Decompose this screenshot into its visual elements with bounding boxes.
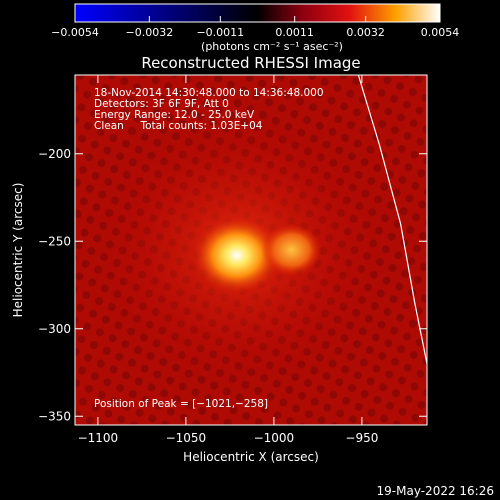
colorbar-tick-label: −0.0011 — [196, 26, 244, 39]
y-tick-label: −300 — [38, 322, 71, 336]
x-tick-label: −1000 — [254, 431, 295, 445]
colorbar-unit-label: (photons cm⁻² s⁻¹ asec⁻²) — [201, 40, 343, 53]
emission-source — [193, 217, 281, 294]
colorbar — [74, 3, 441, 23]
y-tick-label: −200 — [38, 147, 71, 161]
x-tick-label: −1050 — [166, 431, 207, 445]
emission-source — [261, 224, 322, 276]
colorbar-tick-label: 0.0011 — [275, 26, 314, 39]
x-axis-label: Heliocentric X (arcsec) — [183, 450, 319, 464]
axis-ticks: −1100 −1050 −1000 −950 −200 −250 −300 −350 — [38, 75, 427, 445]
info-line-detectors: Detectors: 3F 6F 9F, Att 0 — [94, 98, 229, 110]
colorbar-tick-label: −0.0054 — [51, 26, 99, 39]
plot-frame — [74, 74, 428, 426]
colorbar-tick-label: −0.0032 — [125, 26, 173, 39]
x-tick-label: −950 — [345, 431, 378, 445]
peak-position-text: Position of Peak = [−1021,−258] — [94, 398, 268, 410]
heatmap-image — [75, 75, 427, 425]
info-line-time: 18-Nov-2014 14:30:48.000 to 14:36:48.000 — [94, 87, 324, 99]
colorbar-ticks: −0.0054 −0.0032 −0.0011 0.0011 0.0032 0.0054 — [51, 16, 459, 39]
colorbar-tick-label: 0.0032 — [346, 26, 385, 39]
info-line-energy: Energy Range: 12.0 - 25.0 keV — [94, 109, 255, 121]
info-line-clean: Clean Total counts: 1.03E+04 — [94, 120, 263, 132]
chart-title: Reconstructed RHESSI Image — [141, 54, 360, 72]
solar-limb-line — [357, 75, 427, 364]
y-axis-label: Heliocentric Y (arcsec) — [11, 183, 25, 318]
y-tick-label: −250 — [38, 234, 71, 248]
colorbar-tick-label: 0.0054 — [421, 26, 460, 39]
footer-date: 19-May-2022 16:26 — [377, 484, 494, 498]
observation-info: 18-Nov-2014 14:30:48.000 to 14:36:48.000… — [94, 87, 324, 132]
x-tick-label: −1100 — [78, 431, 119, 445]
y-tick-label: −350 — [38, 409, 71, 423]
